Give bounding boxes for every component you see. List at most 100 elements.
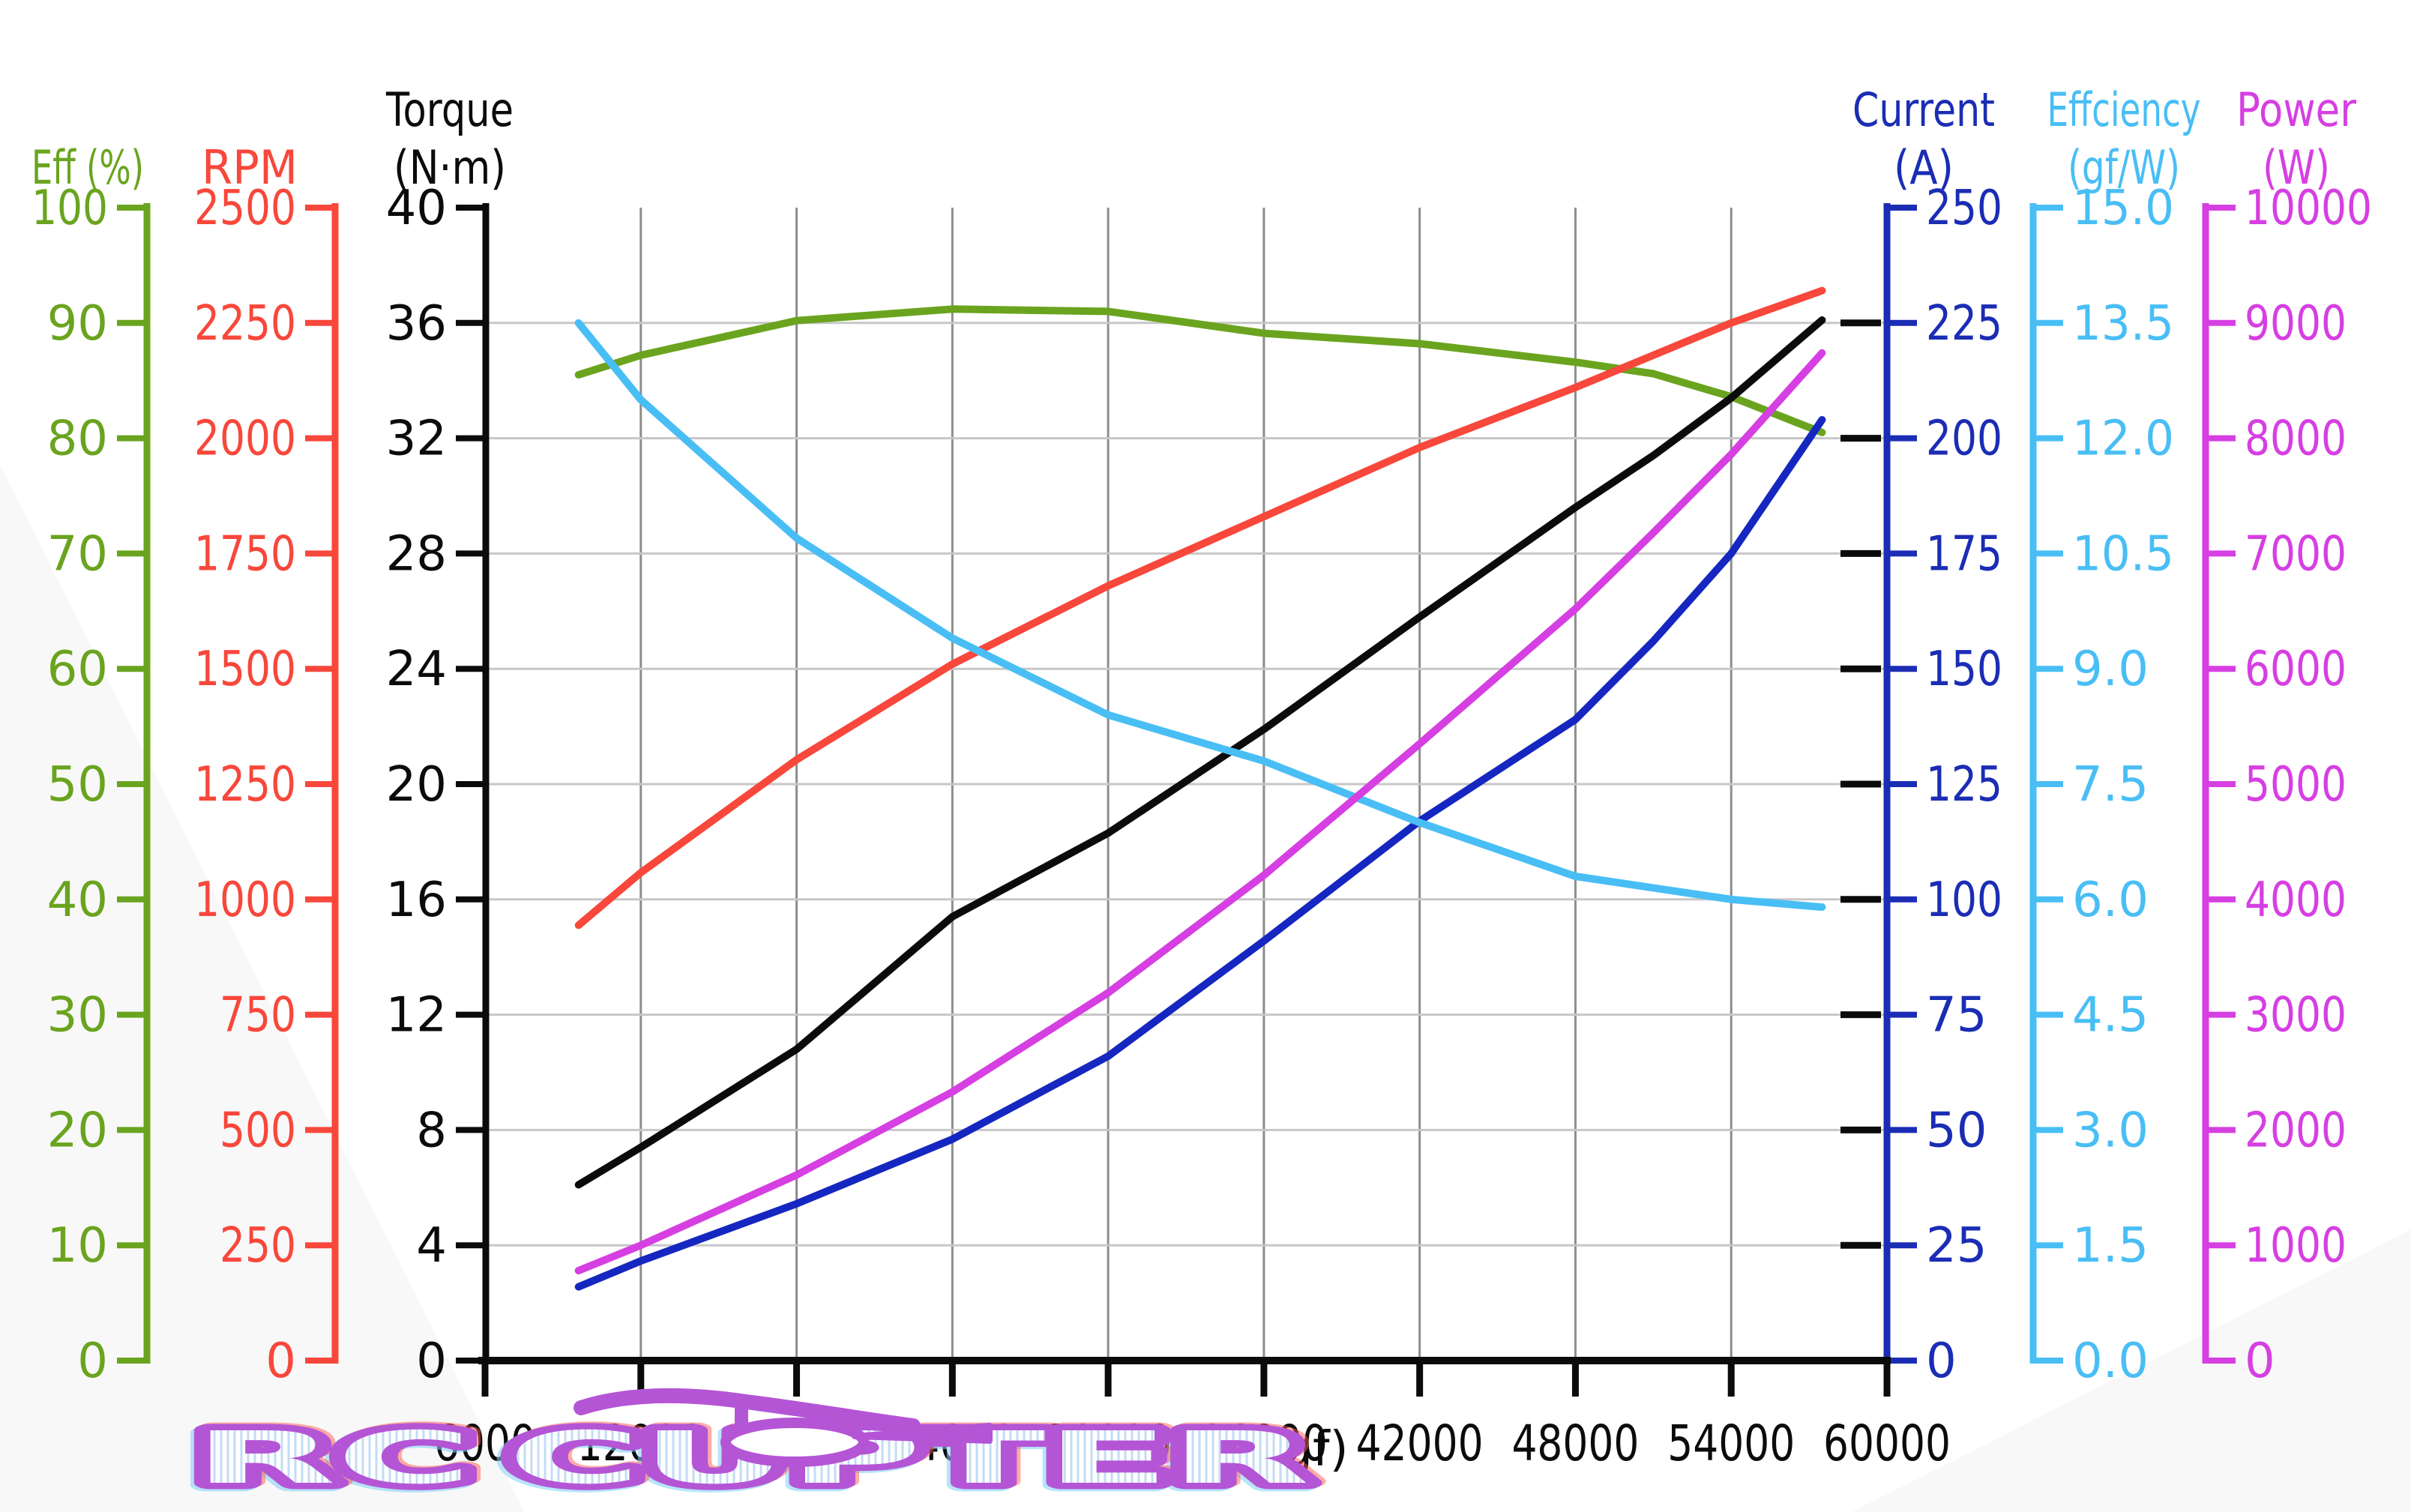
heli-body <box>720 1418 869 1467</box>
axis-tick-label-torque: 36 <box>386 296 447 352</box>
axis-tick-label-torque: 8 <box>416 1103 447 1158</box>
axis-tick-label-torque: 20 <box>386 757 447 813</box>
axis-tick-label-current: 50 <box>1926 1103 1987 1158</box>
axis-tick-label-current: 125 <box>1926 757 2002 813</box>
axis-tick-label-rpm: 2000 <box>194 412 296 467</box>
axis-tick-label-rpm: 2250 <box>194 296 296 352</box>
axis-tick-label-eff: 80 <box>47 412 108 467</box>
axis-tick-label-rpm: 0 <box>265 1334 296 1389</box>
axis-tick-label-rpm: 750 <box>220 988 296 1043</box>
axis-power: 1000090008000700060005000400030002000100… <box>2202 82 2372 1389</box>
axis-tick-label-torque: 12 <box>386 988 447 1043</box>
rotor-mast <box>735 1400 748 1426</box>
axis-tick-label-current: 150 <box>1926 642 2002 697</box>
axis-title-rpm: RPM <box>202 140 298 195</box>
curve-effciency <box>574 319 1826 912</box>
axis-tick-label-power: 7000 <box>2245 526 2347 582</box>
axis-tick-label-eff: 0 <box>77 1334 108 1389</box>
axis-tick-label-current: 250 <box>1926 181 2002 236</box>
axis-tick-label-power: 4000 <box>2245 873 2347 928</box>
watermark-text-rc: RC <box>193 1416 472 1500</box>
curve-current <box>574 416 1826 1291</box>
axis-tick-label-torque: 32 <box>386 412 447 467</box>
axis-tick-label-effciency: 13.5 <box>2072 296 2174 352</box>
axis-tick-label-current: 75 <box>1926 988 1987 1043</box>
axis-tick-label-torque: 16 <box>386 873 447 928</box>
axis-tick-label-effciency: 3.0 <box>2072 1103 2149 1158</box>
axis-title-power: (W) <box>2263 140 2330 195</box>
x-tick-label: 42000 <box>1356 1415 1484 1472</box>
axis-title-eff: Eff (%) <box>31 140 144 195</box>
axis-tick-label-effciency: 6.0 <box>2072 873 2149 928</box>
axis-title-effciency: Effciency <box>2047 82 2201 137</box>
axis-title-current: (A) <box>1894 140 1954 195</box>
axis-tick-label-effciency: 10.5 <box>2072 526 2174 582</box>
x-tick-label: 30000 <box>1044 1415 1172 1472</box>
axis-tick-label-current: 225 <box>1926 296 2002 352</box>
axis-tick-label-current: 25 <box>1926 1218 1987 1274</box>
axis-tick-label-effciency: 9.0 <box>2072 642 2149 697</box>
axis-tick-label-current: 175 <box>1926 526 2002 582</box>
axis-title-power: Power <box>2236 82 2356 137</box>
axis-tick-label-power: 0 <box>2245 1334 2275 1389</box>
axis-tick-label-torque: 4 <box>416 1218 447 1274</box>
curve-eff <box>574 305 1826 436</box>
axis-tick-label-torque: 24 <box>386 642 447 697</box>
axis-tick-label-rpm: 1750 <box>194 526 296 582</box>
x-tick-label: 54000 <box>1667 1415 1795 1472</box>
curve-power <box>574 349 1826 1274</box>
axis-tick-label-eff: 70 <box>47 526 108 582</box>
axis-tick-label-rpm: 500 <box>220 1103 296 1158</box>
axis-rpm: 25002250200017501500125010007505002500RP… <box>194 140 339 1389</box>
axis-tick-label-power: 10000 <box>2245 181 2372 236</box>
axis-tick-label-current: 100 <box>1926 873 2002 928</box>
axis-tick-label-power: 1000 <box>2245 1218 2347 1274</box>
axis-tick-label-effciency: 12.0 <box>2072 412 2174 467</box>
axis-tick-label-torque: 40 <box>386 181 447 236</box>
axis-tick-label-rpm: 250 <box>220 1218 296 1274</box>
x-tick-label: 36000 <box>1200 1415 1328 1472</box>
axis-tick-label-effciency: 1.5 <box>2072 1218 2149 1274</box>
curves <box>574 286 1826 1291</box>
axis-tick-label-power: 9000 <box>2245 296 2347 352</box>
axis-tick-label-power: 6000 <box>2245 642 2347 697</box>
axis-tick-label-rpm: 1000 <box>194 873 296 928</box>
axis-tick-label-power: 5000 <box>2245 757 2347 813</box>
axis-tick-label-rpm: 1250 <box>194 757 296 813</box>
axis-tick-label-eff: 90 <box>47 296 108 352</box>
axis-tick-label-current: 200 <box>1926 412 2002 467</box>
axis-tick-label-torque: 0 <box>416 1334 447 1389</box>
x-tick-label: 48000 <box>1511 1415 1639 1472</box>
axis-tick-label-effciency: 4.5 <box>2072 988 2149 1043</box>
axis-tick-label-rpm: 2500 <box>194 181 296 236</box>
axis-tick-label-eff: 40 <box>47 873 108 928</box>
axis-tick-label-effciency: 0.0 <box>2072 1334 2149 1389</box>
axis-title-torque: (N·m) <box>394 140 506 195</box>
tail-boom <box>852 1423 993 1444</box>
axis-tick-label-eff: 30 <box>47 988 108 1043</box>
x-tick-label: 60000 <box>1823 1415 1951 1472</box>
axis-tick-label-eff: 100 <box>31 181 108 236</box>
axis-tick-label-power: 2000 <box>2245 1103 2347 1158</box>
axis-tick-label-effciency: 7.5 <box>2072 757 2149 813</box>
axis-tick-label-eff: 60 <box>47 642 108 697</box>
axis-effciency: 15.0 13.5 12.0 10.5 9.0 7.5 6.0 4.5 3.0 1.5 0.0 Eff… <box>2029 82 2201 1389</box>
axis-tick-label-power: 3000 <box>2245 988 2347 1043</box>
axis-tick-label-eff: 10 <box>47 1218 108 1274</box>
axis-tick-label-torque: 28 <box>386 526 447 582</box>
curve-torque <box>574 316 1826 1189</box>
axis-tick-label-rpm: 1500 <box>194 642 296 697</box>
axis-tick-label-current: 0 <box>1926 1334 1957 1389</box>
x-tick-label: 6000 <box>434 1415 536 1472</box>
axis-tick-label-effciency: 15.0 <box>2072 181 2174 236</box>
x-tick-label: 12000 <box>577 1415 705 1472</box>
axis-title-effciency: (gf/W) <box>2068 140 2180 195</box>
axis-title-torque: Torque <box>385 82 514 137</box>
x-axis-unit-label: (gf) <box>1263 1422 1348 1478</box>
axis-title-current: Current <box>1852 82 1995 137</box>
curve-rpm <box>574 286 1826 930</box>
watermark-text-rc: RC <box>197 1415 476 1499</box>
